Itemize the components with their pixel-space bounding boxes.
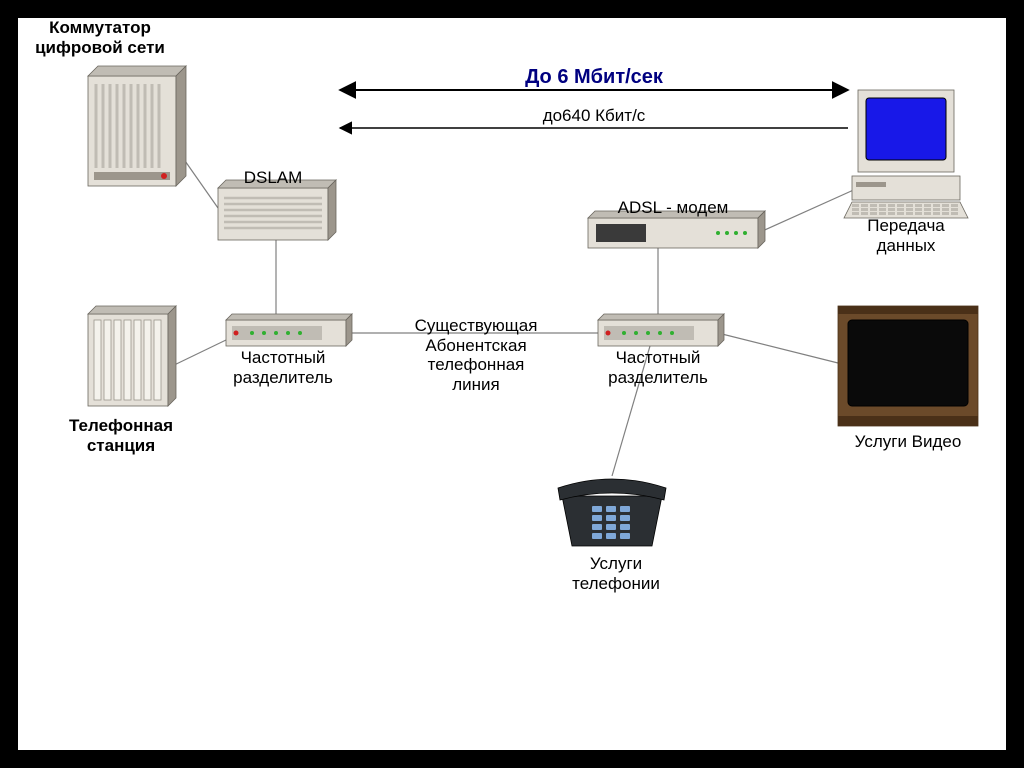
speed-bottom-label: до640 Кбит/с bbox=[340, 106, 848, 126]
dslam-icon bbox=[218, 180, 336, 240]
pbx-icon bbox=[88, 306, 176, 406]
switch-icon bbox=[88, 66, 186, 186]
speed-top-label: До 6 Мбит/сек bbox=[340, 66, 848, 89]
splitter-left-label: Частотный разделитель bbox=[208, 348, 358, 387]
diagram-frame: Коммутатор цифровой сети DSLAM Частотный… bbox=[18, 18, 1006, 750]
line-label: Существующая Абонентская телефонная лини… bbox=[376, 316, 576, 394]
devices bbox=[88, 66, 978, 546]
pc-label: Передача данных bbox=[826, 216, 986, 255]
splitter-left-icon bbox=[226, 314, 352, 346]
dslam-label: DSLAM bbox=[218, 168, 328, 188]
phone-icon bbox=[558, 479, 666, 546]
phone-label: Услуги телефонии bbox=[536, 554, 696, 593]
pc-icon bbox=[844, 90, 968, 218]
pbx-label: Телефонная станция bbox=[46, 416, 196, 455]
tv-label: Услуги Видео bbox=[828, 432, 988, 452]
adsl-modem-label: ADSL - модем bbox=[578, 198, 768, 218]
splitter-right-icon bbox=[598, 314, 724, 346]
tv-icon bbox=[838, 306, 978, 426]
splitter-right-label: Частотный разделитель bbox=[578, 348, 738, 387]
switch-label: Коммутатор цифровой сети bbox=[26, 18, 174, 57]
